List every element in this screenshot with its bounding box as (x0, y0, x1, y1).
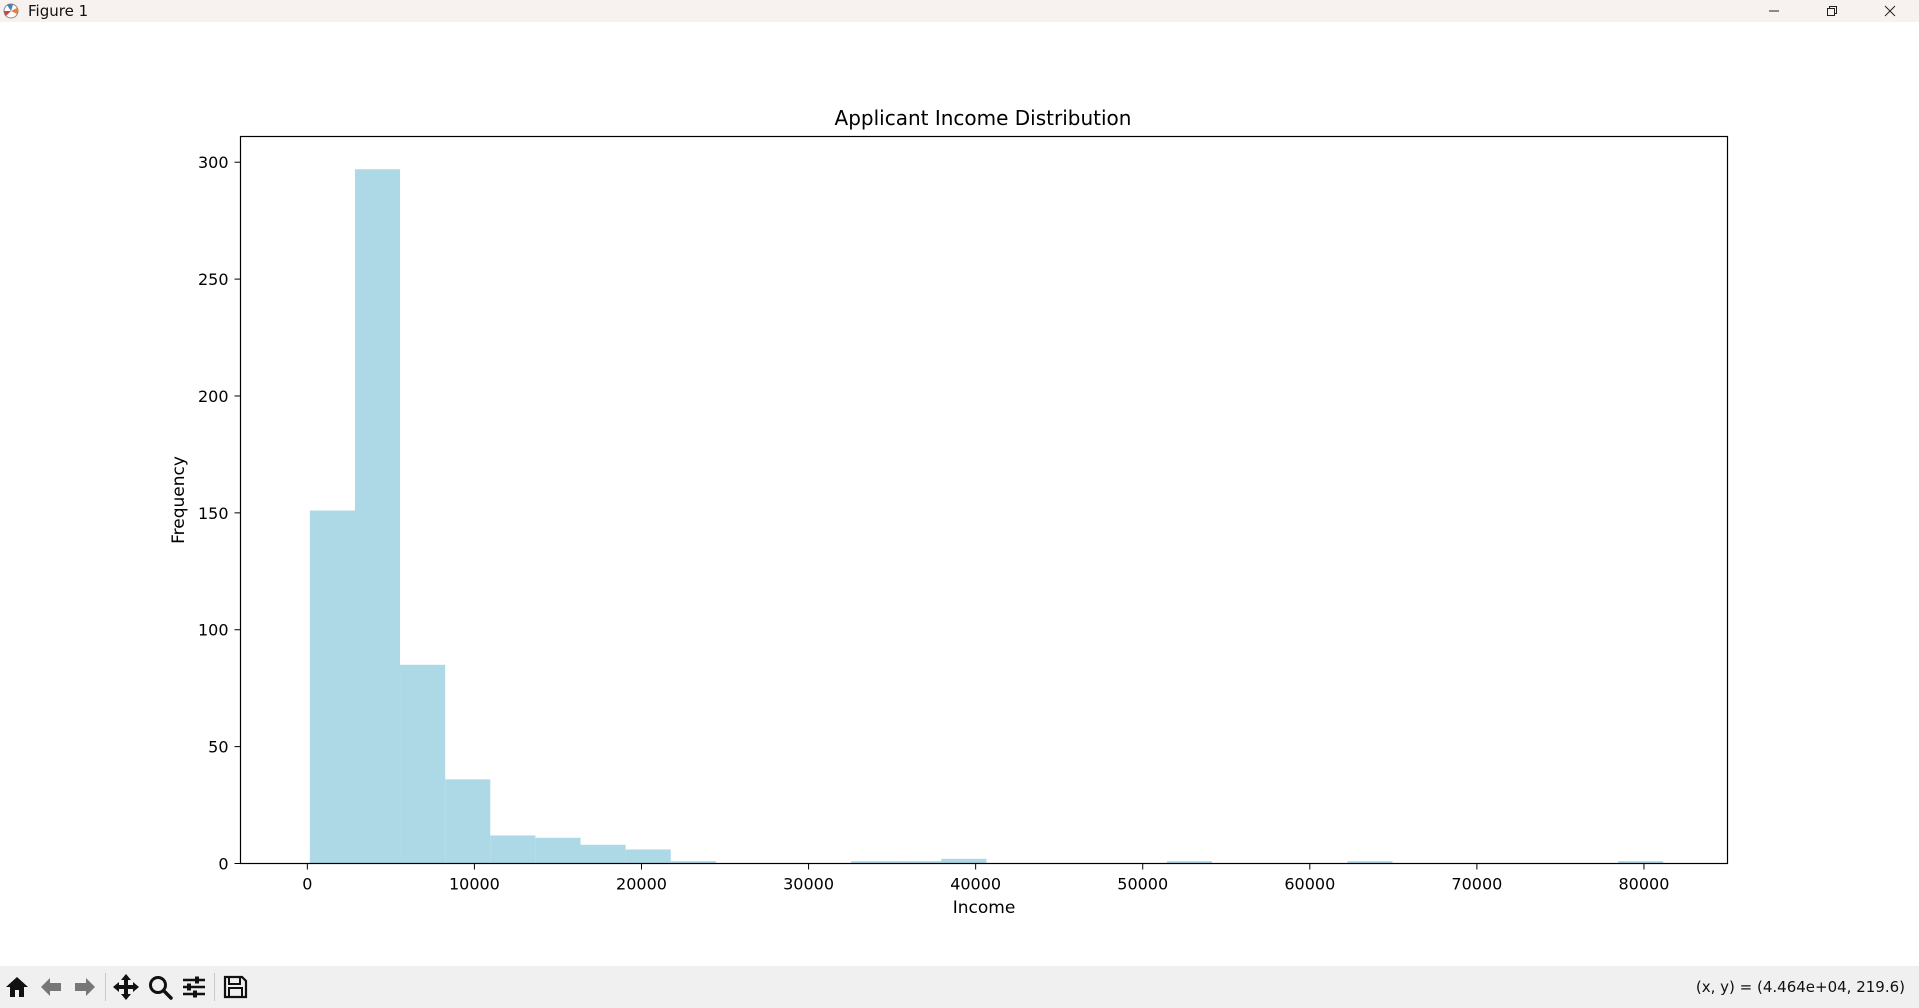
histogram-bar (490, 835, 536, 864)
histogram-bar (1347, 861, 1393, 864)
x-tick-label: 40000 (950, 875, 1001, 894)
x-tick-label: 80000 (1619, 875, 1670, 894)
histogram-bar (896, 861, 942, 864)
y-tick-label: 250 (198, 270, 229, 289)
histogram-bar (445, 779, 491, 864)
x-tick-label: 50000 (1117, 875, 1168, 894)
histogram-bar (941, 858, 987, 864)
matplotlib-logo-icon (2, 2, 20, 20)
forward-button[interactable] (68, 970, 102, 1004)
zoom-button[interactable] (143, 970, 177, 1004)
x-tick-label: 60000 (1284, 875, 1335, 894)
x-tick-label: 0 (302, 875, 312, 894)
pan-icon (113, 974, 139, 1000)
x-tick-label: 30000 (783, 875, 834, 894)
toolbar-separator (214, 973, 215, 1001)
restore-icon (1827, 6, 1837, 16)
y-tick-label: 50 (208, 738, 228, 757)
toolbar-separator (105, 973, 106, 1001)
histogram-bar (670, 861, 716, 864)
histogram-bar (535, 837, 581, 864)
x-tick-label: 10000 (449, 875, 500, 894)
histogram-bar (851, 861, 897, 864)
restore-button[interactable] (1803, 0, 1861, 22)
histogram-bar (309, 510, 355, 864)
x-tick-label: 70000 (1451, 875, 1502, 894)
x-tick-label: 20000 (616, 875, 667, 894)
chart-title: Applicant Income Distribution (835, 106, 1132, 130)
y-tick-label: 0 (218, 855, 228, 874)
window-titlebar: Figure 1 (0, 0, 1919, 22)
save-icon (223, 975, 248, 999)
histogram-bar (354, 169, 401, 864)
histogram-chart: Applicant Income Distribution 0 10000 2000… (169, 106, 1729, 918)
close-icon (1884, 5, 1896, 17)
window-title: Figure 1 (28, 2, 89, 20)
histogram-bar (580, 844, 626, 864)
minimize-button[interactable] (1745, 0, 1803, 22)
y-tick-label: 200 (198, 387, 229, 406)
y-tick-label: 300 (198, 153, 229, 172)
y-tick-label: 150 (198, 504, 229, 523)
x-axis-label: Income (953, 898, 1016, 918)
histogram-bar (1618, 861, 1664, 864)
plot-area-frame (239, 135, 1729, 865)
back-button[interactable] (34, 970, 68, 1004)
zoom-icon (149, 976, 173, 1000)
home-button[interactable] (0, 970, 34, 1004)
home-icon (6, 977, 28, 997)
pan-button[interactable] (109, 970, 143, 1004)
back-arrow-icon (41, 978, 61, 996)
figure-canvas[interactable]: Applicant Income Distribution 0 10000 2000… (0, 22, 1919, 966)
configure-subplots-icon (183, 976, 205, 998)
close-button[interactable] (1861, 0, 1919, 22)
histogram-bar (1166, 861, 1213, 864)
histogram-bar (400, 664, 446, 864)
forward-arrow-icon (75, 978, 95, 996)
minimize-icon (1769, 10, 1779, 12)
navigation-toolbar (0, 966, 1919, 1008)
cursor-coordinates: (x, y) = (4.464e+04, 219.6) (1695, 978, 1905, 996)
histogram-bar (625, 849, 671, 864)
y-tick-label: 100 (198, 621, 229, 640)
y-axis-label: Frequency (169, 456, 189, 544)
configure-subplots-button[interactable] (177, 970, 211, 1004)
save-button[interactable] (218, 970, 252, 1004)
